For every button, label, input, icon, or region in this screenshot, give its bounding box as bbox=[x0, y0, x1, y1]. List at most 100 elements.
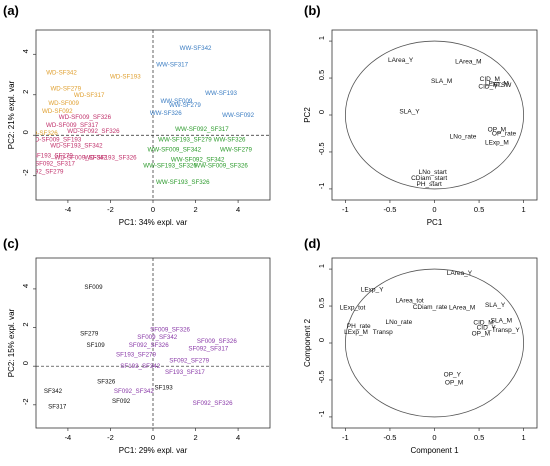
variable-label: SLA_M bbox=[491, 317, 512, 324]
panel-a: (a) -4 -2 0 2 4 -2 0 2 4 PC1: 34% expl. var PC2: 21… bbox=[3, 3, 271, 227]
y-tick-label: 2 bbox=[21, 322, 30, 326]
y-axis-title: PC2: 15% expl. var bbox=[7, 308, 16, 377]
point-label: WD-SF326 bbox=[27, 130, 58, 137]
variable-label: LExp_M bbox=[485, 140, 509, 147]
plot-area: SF009 SF279 SF109 SF326 SF342 SF317 SF092 SF193… bbox=[36, 258, 270, 428]
panel-letter: (a) bbox=[3, 3, 19, 18]
x-tick-label: -2 bbox=[107, 205, 114, 214]
point-label: SF092_SF342 bbox=[114, 388, 154, 395]
variable-label: LArea_M bbox=[449, 305, 475, 312]
variable-label: CID_M bbox=[480, 76, 500, 83]
variable-label: LExp_Y bbox=[361, 286, 384, 293]
point-label: WD-SF009 bbox=[48, 100, 79, 107]
point-label: SF109 bbox=[86, 342, 105, 349]
point-label: WW-SF342 bbox=[180, 45, 212, 52]
variable-label: LArea_Y bbox=[447, 270, 473, 277]
plot-area: LArea_Y LExp_Y LArea_tot LExp_tot CDiam_rate… bbox=[340, 268, 525, 418]
point-label: WW-SF009_SF326 bbox=[194, 163, 248, 170]
point-label: SF193 bbox=[155, 384, 174, 391]
variable-label: LNo_start bbox=[419, 169, 447, 176]
point-label: WW-SF193_SF279 bbox=[158, 136, 212, 143]
panel-letter: (d) bbox=[304, 236, 321, 251]
point-label: WD-SF193 bbox=[110, 74, 141, 81]
correlation-circle bbox=[344, 268, 525, 418]
x-axis-title: PC1: 34% expl. var bbox=[119, 218, 188, 227]
variable-label: CID_Y bbox=[477, 325, 497, 332]
point-label: SF193_SF342 bbox=[120, 363, 160, 370]
y-axis-title: PC2 bbox=[303, 107, 312, 123]
variable-label: CDiam_start bbox=[411, 175, 447, 182]
panel-c: (c) -4 -2 0 2 4 -2 0 2 4 PC1: 29% expl. var PC2: 15… bbox=[3, 236, 271, 455]
point-label: SF092_SF326 bbox=[129, 342, 169, 349]
point-label: SF092 bbox=[112, 398, 131, 405]
x-tick-label: -1 bbox=[342, 433, 349, 442]
variable-label: OP_Y bbox=[444, 371, 462, 378]
variable-label: FTSW bbox=[493, 82, 512, 89]
variable-label: PH_start bbox=[417, 181, 442, 188]
x-tick-label: 0.5 bbox=[474, 433, 484, 442]
point-label: WD-SF193_SF279 bbox=[20, 153, 73, 160]
x-tick-label: -1 bbox=[342, 205, 349, 214]
point-label: WD-SF279 bbox=[50, 86, 81, 93]
variable-label: CID_M bbox=[473, 320, 493, 327]
variable-label: LArea_M bbox=[455, 58, 481, 65]
x-tick-label: 4 bbox=[236, 205, 240, 214]
panel-letter: (c) bbox=[3, 236, 19, 251]
x-tick-label: -4 bbox=[65, 433, 72, 442]
panel-b: (b) -1 -0.5 0 0.5 1 -1 -0.5 0 0.5 1 PC1 PC2 LArea_Y LA… bbox=[303, 3, 538, 227]
y-tick-label: 0.5 bbox=[317, 70, 326, 80]
y-tick-label: 1 bbox=[317, 36, 326, 40]
point-label: SF092_SF279 bbox=[169, 357, 209, 364]
panel-letter: (b) bbox=[304, 3, 321, 18]
plot-frame bbox=[331, 257, 538, 429]
y-tick-label: -0.5 bbox=[317, 142, 326, 155]
variable-label: CID_Y bbox=[478, 83, 498, 90]
panel-d: (d) -1 -0.5 0 0.5 1 -1 -0.5 0 0.5 1 Component 1 Comp… bbox=[303, 236, 538, 455]
y-tick-label: 2 bbox=[21, 90, 30, 94]
point-label: WW-SF092 bbox=[222, 112, 254, 119]
point-label: WD-SF193_SF326 bbox=[84, 155, 137, 162]
point-label: WW-SF009_SF342 bbox=[148, 146, 202, 153]
x-tick-label: 0 bbox=[151, 433, 155, 442]
point-label: D-SF092_SF279 bbox=[17, 169, 64, 176]
y-tick-label: -2 bbox=[21, 169, 30, 176]
x-tick-label: 2 bbox=[193, 205, 197, 214]
x-axis-title: Component 1 bbox=[410, 446, 459, 455]
variable-label: PH_rate bbox=[347, 323, 371, 330]
x-tick-label: 0 bbox=[151, 205, 155, 214]
point-label: WD-SF009_SF193 bbox=[29, 136, 82, 143]
y-tick-label: -1 bbox=[317, 411, 326, 418]
point-label: SF279 bbox=[80, 330, 99, 337]
point-label: WD-SF092_SF317 bbox=[23, 161, 76, 168]
point-label: WW-SF279 bbox=[220, 146, 252, 153]
x-tick-label: -0.5 bbox=[383, 205, 396, 214]
point-label: WD-SF092_SF326 bbox=[67, 128, 120, 135]
point-label: SF326 bbox=[97, 379, 116, 386]
point-label: SF009_SF326 bbox=[197, 338, 237, 345]
point-label: SF092_SF317 bbox=[188, 346, 228, 353]
x-tick-label: 2 bbox=[193, 433, 197, 442]
variable-label: LExp_tot bbox=[340, 305, 366, 312]
x-tick-label: -4 bbox=[65, 205, 72, 214]
variable-label: LArea_tot bbox=[395, 297, 423, 304]
variable-label: OP_M bbox=[488, 126, 506, 133]
point-label: WW-SF317 bbox=[156, 61, 188, 68]
x-tick-label: 1 bbox=[522, 433, 526, 442]
variable-label: LExp_M bbox=[485, 80, 509, 87]
point-label: WW-SF326 bbox=[214, 136, 246, 143]
point-label: SF009_SF326 bbox=[150, 326, 190, 333]
x-axis-title: PC1 bbox=[427, 218, 443, 227]
point-label: WW-SF009 bbox=[160, 98, 192, 105]
x-tick-label: 1 bbox=[522, 205, 526, 214]
point-label: SF317 bbox=[48, 404, 67, 411]
x-axis-title: PC1: 29% expl. var bbox=[119, 446, 188, 455]
point-label: WW-SF279 bbox=[169, 102, 201, 109]
point-label: WW-SF326 bbox=[150, 110, 182, 117]
variable-label: Transp bbox=[373, 329, 393, 336]
y-tick-label: 1 bbox=[317, 264, 326, 268]
x-tick-label: 0 bbox=[432, 205, 436, 214]
point-label: WD-SF009_SF342 bbox=[55, 155, 108, 162]
x-tick-label: -0.5 bbox=[383, 433, 396, 442]
